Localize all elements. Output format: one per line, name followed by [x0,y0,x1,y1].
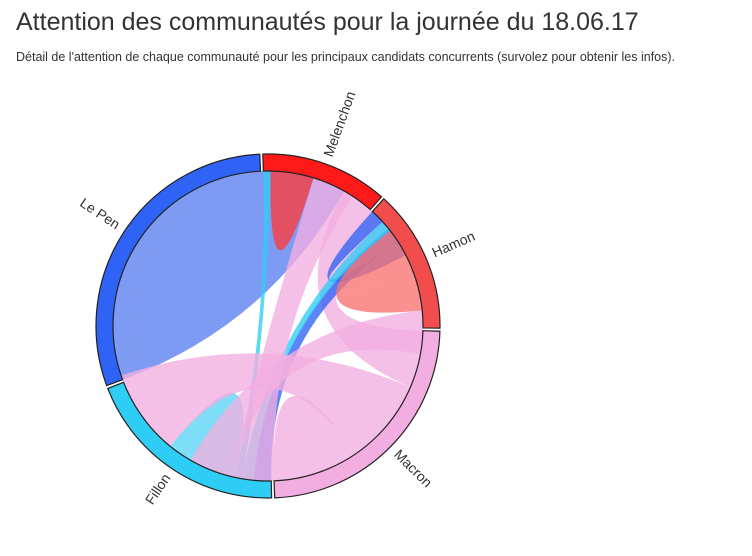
chord-macron-fillon[interactable] [121,353,411,454]
chords-layer [113,170,423,482]
group-arcs-layer [95,153,441,499]
group-label-le-pen: Le Pen [77,194,123,232]
group-label-melenchon: Melenchon [320,89,358,159]
chord-melenchon-melenchon[interactable] [270,171,314,251]
group-label-macron: Macron [391,446,435,490]
chord-macron-macron[interactable] [273,396,356,481]
group-arc-hamon[interactable] [371,197,441,329]
group-arc-melenchon[interactable] [262,153,383,211]
group-label-fillon: Fillon [142,471,174,508]
group-arc-fillon[interactable] [106,381,273,499]
group-arc-le-pen[interactable] [95,153,262,387]
group-label-hamon: Hamon [429,228,477,261]
chord-hamon-hamon[interactable] [336,230,423,313]
chord-macron-hamon[interactable] [190,310,423,477]
page-subtitle: Détail de l'attention de chaque communau… [16,50,676,64]
chord-fillon-melenchon[interactable] [235,170,271,479]
group-arc-macron[interactable] [273,330,441,499]
page-title: Attention des communautés pour la journé… [16,8,639,36]
